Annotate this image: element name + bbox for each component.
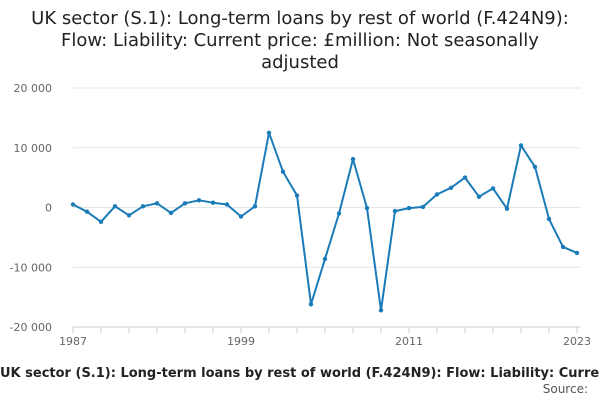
grid-lines (73, 87, 581, 328)
data-point[interactable] (406, 205, 412, 211)
data-point[interactable] (224, 202, 230, 207)
y-axis-ticks: -20 000 -10 000 0 10 000 20 000 (10, 82, 52, 334)
x-tick-label: 1987 (59, 335, 87, 348)
data-point[interactable] (238, 214, 244, 219)
series-points (70, 130, 580, 313)
data-point[interactable] (518, 143, 524, 148)
data-point[interactable] (322, 256, 328, 262)
data-point[interactable] (546, 216, 552, 222)
data-point[interactable] (560, 244, 566, 250)
y-tick-label: 0 (45, 202, 52, 215)
data-point[interactable] (294, 193, 300, 198)
data-point[interactable] (280, 169, 286, 174)
data-point[interactable] (364, 205, 370, 211)
data-point[interactable] (504, 206, 510, 211)
data-point[interactable] (490, 186, 496, 191)
data-point[interactable] (70, 202, 76, 207)
data-point[interactable] (378, 308, 384, 313)
data-point[interactable] (154, 201, 160, 206)
data-point[interactable] (574, 250, 580, 256)
x-tick-label: 2023 (563, 335, 591, 348)
data-point[interactable] (476, 194, 482, 199)
data-point[interactable] (140, 204, 146, 209)
chart-title: UK sector (S.1): Long-term loans by rest… (31, 8, 569, 73)
data-point[interactable] (308, 302, 314, 307)
source-label: Source: (542, 382, 588, 396)
data-point[interactable] (210, 200, 216, 205)
y-tick-label: 20 000 (14, 82, 53, 95)
data-point[interactable] (336, 211, 342, 216)
data-point[interactable] (462, 175, 468, 180)
y-tick-label: -20 000 (10, 321, 52, 334)
data-point[interactable] (252, 204, 258, 209)
data-point[interactable] (420, 204, 426, 210)
y-tick-label: 10 000 (14, 142, 53, 155)
data-point[interactable] (126, 213, 132, 218)
x-axis-ticks: 1987 1999 2011 2023 (59, 326, 591, 348)
data-point[interactable] (266, 130, 272, 135)
data-point[interactable] (196, 198, 202, 203)
data-point[interactable] (392, 208, 398, 214)
legend-label: UK sector (S.1): Long-term loans by rest… (0, 366, 600, 381)
y-tick-label: -10 000 (10, 261, 52, 274)
data-point[interactable] (112, 204, 118, 209)
data-point[interactable] (98, 219, 104, 224)
x-tick-label: 2011 (395, 335, 423, 348)
data-point[interactable] (182, 201, 188, 206)
data-point[interactable] (350, 156, 356, 162)
data-point[interactable] (84, 209, 90, 214)
data-point[interactable] (168, 210, 174, 216)
x-tick-label: 1999 (227, 335, 255, 348)
data-point[interactable] (434, 192, 440, 197)
data-point[interactable] (448, 185, 454, 190)
series-line (72, 131, 578, 312)
data-point[interactable] (532, 164, 538, 170)
